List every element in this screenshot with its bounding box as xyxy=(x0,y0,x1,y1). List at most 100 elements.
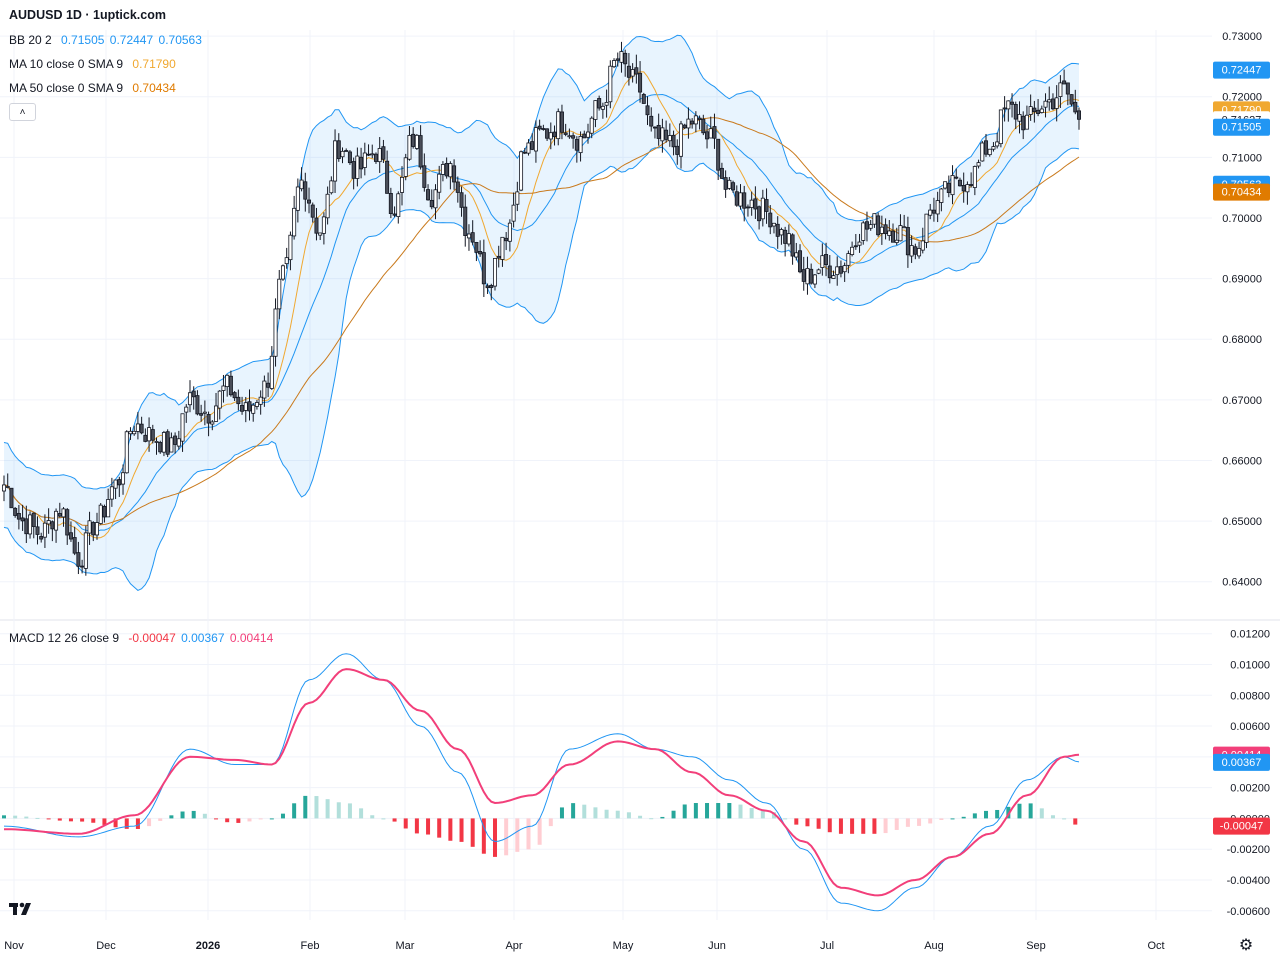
candle xyxy=(794,242,799,261)
macd-histogram-bar xyxy=(626,812,631,819)
candle-body xyxy=(838,266,843,274)
candle-body xyxy=(228,375,233,396)
candle xyxy=(489,283,494,301)
macd-histogram-bar xyxy=(1039,808,1044,819)
candle xyxy=(574,136,579,163)
candle xyxy=(42,514,47,548)
macd-histogram-bar xyxy=(481,818,486,854)
macd-histogram-bar xyxy=(738,804,743,819)
candle-body xyxy=(373,153,378,162)
macd-histogram-bar xyxy=(347,803,352,819)
candle-body xyxy=(173,435,178,445)
macd-histogram-bar xyxy=(1006,806,1011,819)
candle xyxy=(827,255,832,284)
macd-histogram-bar xyxy=(292,803,297,819)
candle-body xyxy=(645,105,650,116)
candle-body xyxy=(195,395,200,415)
legend-collapse-button[interactable]: ˄ xyxy=(9,103,36,121)
candle xyxy=(35,516,40,545)
candle xyxy=(68,521,73,542)
candle xyxy=(1065,82,1070,106)
candle-body xyxy=(187,392,192,406)
candle xyxy=(20,504,25,531)
candle xyxy=(582,130,587,139)
candle xyxy=(102,504,107,523)
time-tick-label: Nov xyxy=(4,940,24,952)
price-axis[interactable]: 0.73000 0.72000 0.71000 0.70000 0.69000 0.680… xyxy=(1222,31,1270,918)
legend-macd-label: MACD 12 26 close 9 xyxy=(9,631,120,645)
legend-macd[interactable]: MACD 12 26 close 9 -0.00047 0.00367 0.00… xyxy=(9,630,273,646)
candle xyxy=(87,511,92,545)
candle xyxy=(117,476,122,497)
candle xyxy=(693,111,698,133)
candle xyxy=(708,116,713,139)
candle xyxy=(537,119,542,131)
candle-body xyxy=(28,514,33,535)
macd-histogram-bar xyxy=(247,818,252,822)
candle xyxy=(801,256,806,291)
candle-body xyxy=(377,148,382,163)
candle xyxy=(132,425,137,436)
candle-body xyxy=(891,230,896,243)
candle xyxy=(1062,69,1067,85)
candle-body xyxy=(1065,82,1070,95)
candle-body xyxy=(403,157,408,177)
candle-body xyxy=(206,414,211,424)
candle xyxy=(143,428,148,443)
macd-histogram-bar xyxy=(147,818,152,827)
candle xyxy=(600,102,605,119)
candle-body xyxy=(693,115,698,125)
candle-body xyxy=(1069,94,1074,105)
legend-ma50[interactable]: MA 50 close 0 SMA 9 0.70434 xyxy=(9,80,176,96)
legend-bb[interactable]: BB 20 2 0.71505 0.72447 0.70563 xyxy=(9,32,202,48)
candle-body xyxy=(493,258,498,287)
macd-histogram-bar xyxy=(716,803,721,819)
macd-histogram-bar xyxy=(559,807,564,819)
settings-button[interactable]: ⚙ xyxy=(1237,936,1255,954)
candle-body xyxy=(98,504,103,524)
candle-body xyxy=(805,267,810,285)
tradingview-logo[interactable] xyxy=(8,898,40,922)
macd-histogram-bar xyxy=(2,815,6,819)
candle-body xyxy=(574,139,579,151)
macd-histogram-bar xyxy=(760,810,765,819)
candle xyxy=(266,372,271,398)
candle-body xyxy=(522,151,527,154)
candle xyxy=(16,504,21,530)
legend-ma10[interactable]: MA 10 close 0 SMA 9 0.71790 xyxy=(9,56,176,72)
candle xyxy=(76,541,81,575)
candle xyxy=(262,375,267,407)
candle xyxy=(820,243,825,276)
candle xyxy=(626,53,631,86)
candle-body xyxy=(57,513,62,517)
macd-histogram-bar xyxy=(504,818,509,856)
macd-histogram-bar xyxy=(158,818,163,821)
candle xyxy=(511,192,516,228)
candle-body xyxy=(935,200,940,215)
candle-body xyxy=(545,128,550,139)
candle-body xyxy=(20,517,25,522)
candle-body xyxy=(269,355,274,389)
macd-histogram-bar xyxy=(236,818,241,823)
candle xyxy=(649,107,654,132)
candle xyxy=(771,222,776,234)
candle xyxy=(634,54,639,84)
candle-body xyxy=(1006,100,1011,110)
candle-body xyxy=(329,180,334,194)
candle xyxy=(868,219,873,231)
candle xyxy=(891,223,896,243)
candle xyxy=(902,214,907,229)
candle-body xyxy=(158,441,163,453)
candle-body xyxy=(113,479,118,489)
macd-tick-label: 0.00800 xyxy=(1230,690,1270,702)
candle-body xyxy=(771,222,776,227)
macd-histogram-bar xyxy=(426,818,431,835)
candle xyxy=(217,390,222,420)
candle-body xyxy=(191,390,196,398)
candle xyxy=(91,521,96,542)
candle-body xyxy=(604,102,609,106)
price-tick-label: 0.67000 xyxy=(1222,395,1262,407)
time-axis[interactable]: Nov Dec 2026 Feb Mar Apr May Jun Jul Aug Sep Oct xyxy=(4,940,1164,952)
macd-histogram-bar xyxy=(526,818,531,850)
